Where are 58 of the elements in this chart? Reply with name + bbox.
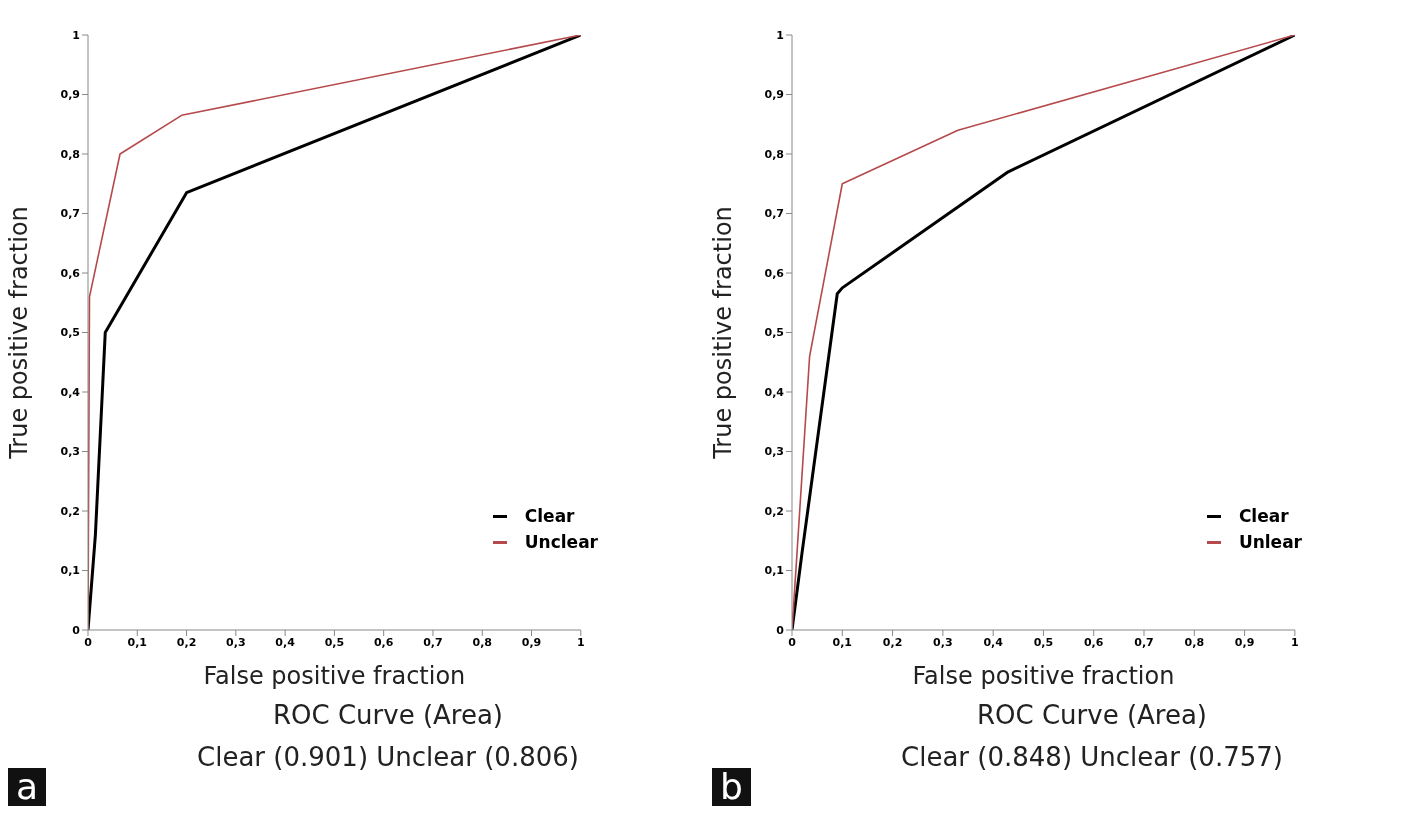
x-tick-label: 0,6	[1083, 635, 1104, 649]
y-tick-label: 0,9	[60, 88, 80, 102]
y-tick-label: 0,5	[60, 326, 80, 340]
y-tick-label: 0,5	[764, 326, 784, 340]
x-tick-label: 0,2	[882, 635, 903, 649]
x-tick-label: 0,4	[983, 635, 1004, 649]
y-tick-label: 0,8	[60, 147, 80, 161]
text: Clear (0.901) Unclear (0.806)	[197, 742, 579, 772]
x-tick-label: 0,5	[324, 635, 345, 649]
x-tick-label: 1	[576, 635, 585, 649]
x-tick-label: 0,8	[472, 635, 492, 649]
x-tick-label: 0,8	[1184, 635, 1205, 649]
y-tick-label: 0,3	[764, 445, 784, 459]
y-tick-label: 0,8	[764, 147, 784, 161]
x-axis-title: False positive fraction	[203, 662, 466, 690]
legend-label: Clear	[524, 506, 575, 526]
y-axis-title: True positive fraction	[708, 206, 737, 460]
x-tick-label: 0,3	[933, 635, 953, 649]
y-tick-label: 0,1	[60, 564, 80, 578]
x-tick-label: 0,1	[127, 635, 148, 649]
y-tick-label: 0,2	[60, 504, 80, 518]
x-tick-label: 0,2	[176, 635, 197, 649]
x-tick-label: 0,7	[423, 635, 443, 649]
y-tick-label: 0,1	[764, 564, 784, 578]
y-tick-label: 0,6	[764, 266, 785, 280]
y-tick-label: 1	[72, 28, 80, 42]
text: ROC Curve (Area)	[975, 700, 1208, 730]
y-tick-label: 0,7	[764, 207, 784, 221]
x-axis-title: False positive fraction	[912, 662, 1175, 690]
y-tick-label: 0,4	[60, 385, 81, 399]
x-tick-label: 0,9	[521, 635, 542, 649]
y-tick-label: 0	[72, 623, 81, 637]
text: a	[8, 766, 47, 807]
x-tick-label: 0,4	[275, 635, 296, 649]
y-tick-label: 0,3	[60, 445, 80, 459]
y-tick-label: 0,6	[60, 266, 81, 280]
legend-label: Unlear	[1238, 532, 1302, 552]
y-tick-label: 0,4	[764, 385, 785, 399]
y-tick-label: 0,9	[764, 88, 784, 102]
legend-label: Clear	[1238, 506, 1289, 526]
text: ROC Curve (Area)	[271, 700, 504, 730]
x-tick-label: 0,9	[1234, 635, 1255, 649]
x-tick-label: 0,6	[373, 635, 394, 649]
text: Clear (0.848) Unclear (0.757)	[901, 742, 1283, 772]
y-tick-label: 0,2	[764, 504, 784, 518]
x-tick-label: 0,1	[832, 635, 853, 649]
x-tick-label: 1	[1291, 635, 1299, 649]
x-tick-label: 0,7	[1134, 635, 1154, 649]
y-axis-title: True positive fraction	[4, 206, 33, 460]
x-tick-label: 0,3	[226, 635, 246, 649]
legend-label: Unclear	[524, 532, 598, 552]
x-tick-label: 0,5	[1033, 635, 1054, 649]
x-tick-label: 0	[84, 635, 93, 649]
y-tick-label: 0,7	[60, 207, 80, 221]
y-tick-label: 0	[776, 623, 785, 637]
x-tick-label: 0	[788, 635, 797, 649]
text: b	[712, 766, 751, 807]
y-tick-label: 1	[776, 28, 784, 42]
